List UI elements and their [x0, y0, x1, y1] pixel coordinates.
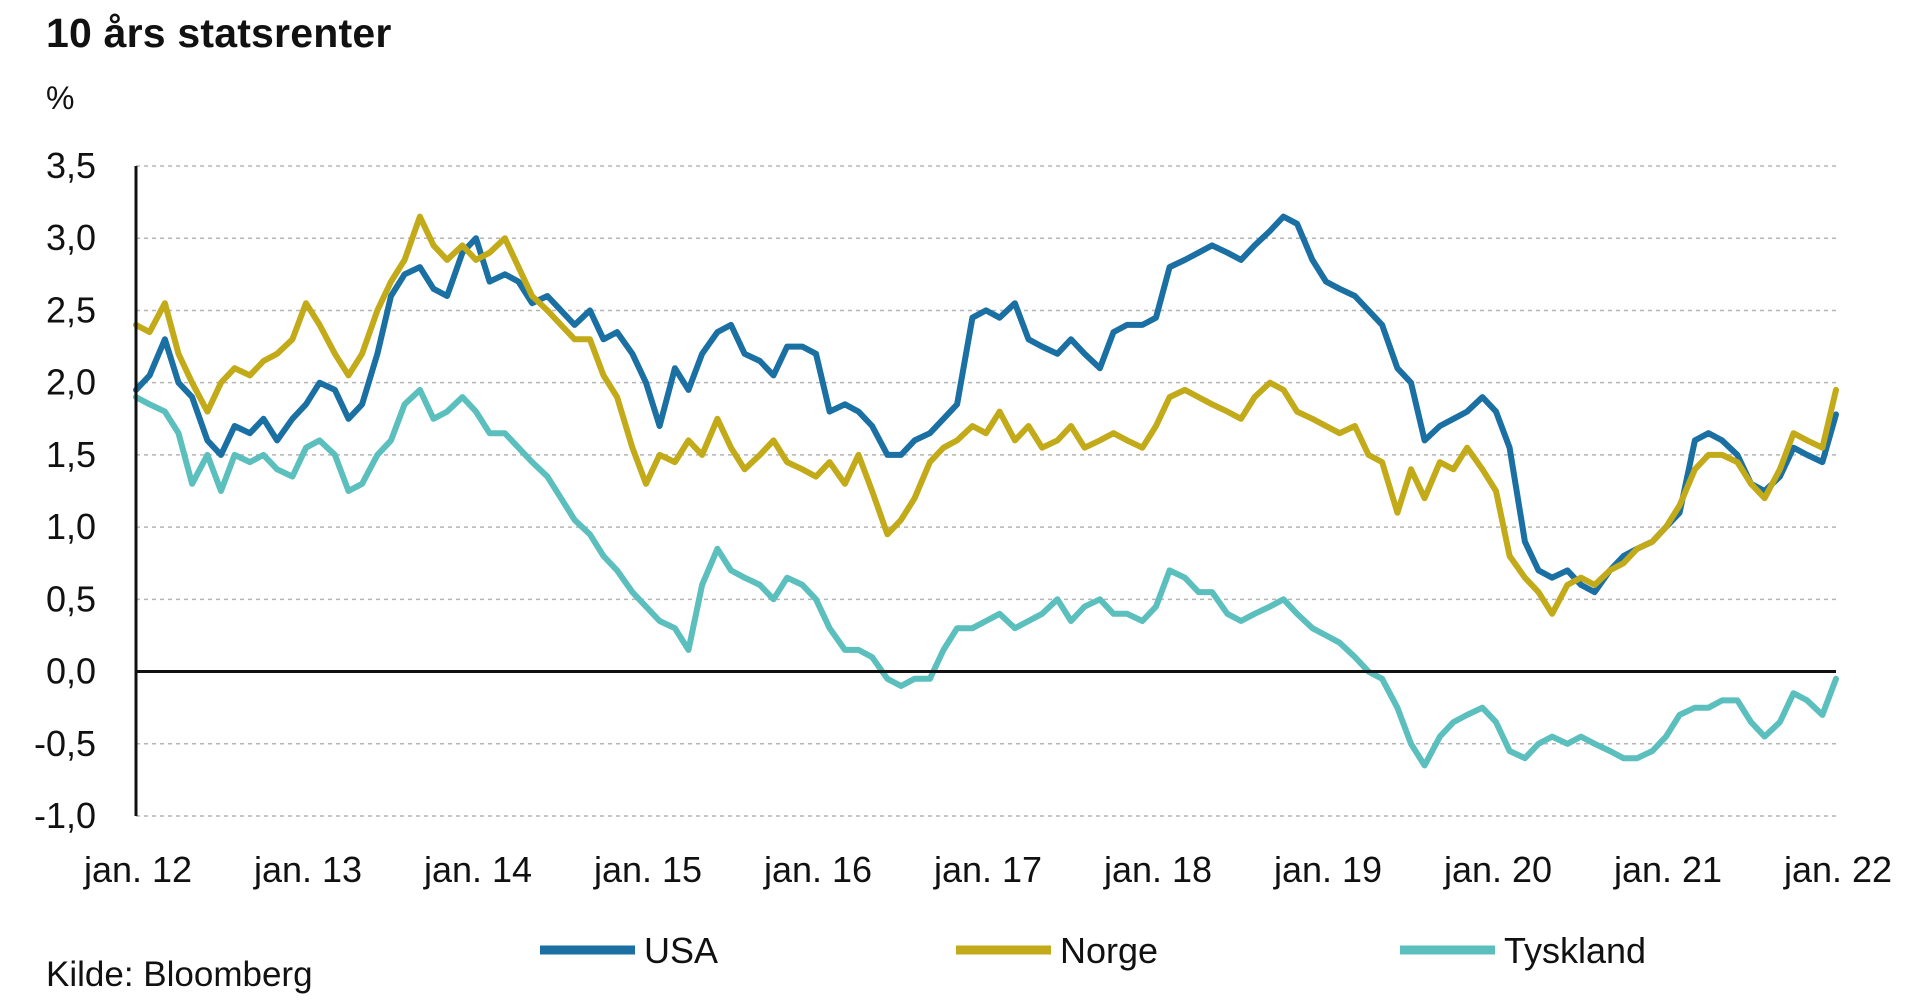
x-tick-label: jan. 22 — [1783, 849, 1892, 890]
x-tick-label: jan. 12 — [83, 849, 192, 890]
series-lines — [133, 213, 1839, 769]
x-tick-label: jan. 17 — [933, 849, 1042, 890]
y-tick-label: -1,0 — [34, 795, 96, 836]
series-line-tyskland — [133, 386, 1839, 769]
legend-label-usa: USA — [644, 930, 718, 971]
legend-label-tyskland: Tyskland — [1504, 930, 1646, 971]
y-tick-label: 2,0 — [46, 362, 96, 403]
axes — [134, 166, 1836, 816]
legend-label-norge: Norge — [1060, 930, 1158, 971]
x-tick-label: jan. 18 — [1103, 849, 1212, 890]
legend: USA Norge Tyskland — [540, 930, 1646, 971]
grid-lines — [136, 165, 1836, 817]
y-tick-label: -0,5 — [34, 723, 96, 764]
y-tick-label: 1,5 — [46, 434, 96, 475]
x-tick-label: jan. 16 — [763, 849, 872, 890]
y-axis-ticks: 3,5 3,0 2,5 2,0 1,5 1,0 0,5 0,0 -0,5 -1,0 — [34, 145, 96, 836]
x-tick-label: jan. 19 — [1273, 849, 1382, 890]
y-tick-label: 1,0 — [46, 506, 96, 547]
x-axis-ticks: jan. 12 jan. 13 jan. 14 jan. 15 jan. 16 jan. … — [83, 849, 1892, 890]
x-tick-label: jan. 14 — [423, 849, 532, 890]
x-tick-label: jan. 21 — [1613, 849, 1722, 890]
x-tick-label: jan. 15 — [593, 849, 702, 890]
y-tick-label: 0,0 — [46, 651, 96, 692]
y-tick-label: 0,5 — [46, 578, 96, 619]
chart-title: 10 års statsrenter — [46, 10, 392, 56]
y-tick-label: 2,5 — [46, 289, 96, 330]
source-note: Kilde: Bloomberg — [46, 955, 313, 994]
series-line-norge — [133, 213, 1839, 617]
y-axis-unit-label: % — [46, 80, 75, 116]
y-tick-label: 3,5 — [46, 145, 96, 186]
y-tick-label: 3,0 — [46, 217, 96, 258]
x-tick-label: jan. 13 — [253, 849, 362, 890]
series-line-usa — [133, 213, 1839, 596]
x-tick-label: jan. 20 — [1443, 849, 1552, 890]
